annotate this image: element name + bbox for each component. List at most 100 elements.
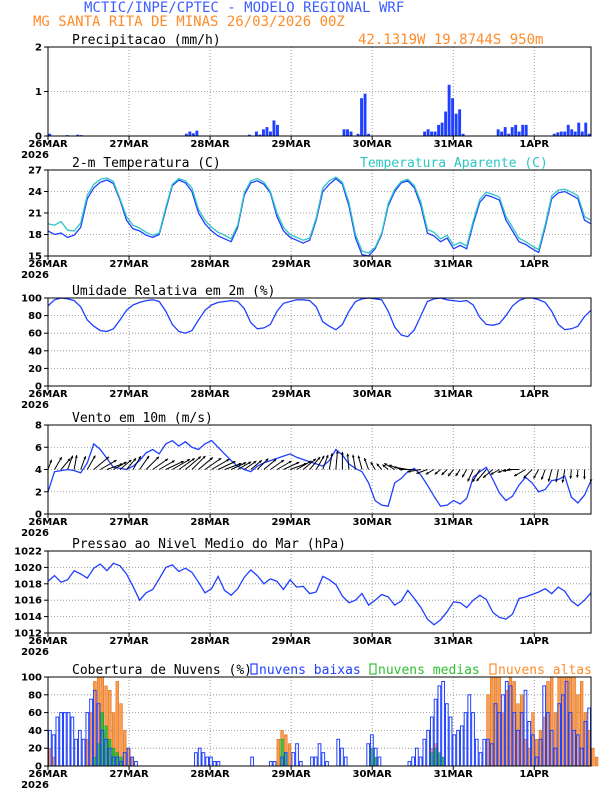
- wind-vector-head: [555, 479, 558, 483]
- wind-vector-head: [197, 456, 201, 460]
- precip-bar: [563, 131, 567, 136]
- wind-vector-head: [243, 462, 247, 465]
- wind-vector-head: [357, 455, 361, 459]
- cloud-bar-nuvens-baixas: [343, 756, 348, 767]
- wind-vector-head: [202, 455, 206, 459]
- wind-vector-head: [561, 479, 565, 483]
- wind-vector-head: [335, 450, 339, 454]
- pres-ytick-label: 1014: [14, 612, 42, 623]
- precip-xtick-label: 29MAR: [271, 139, 311, 150]
- clouds-xtick-label: 31MAR: [434, 769, 474, 780]
- cloud-bar-nuvens-baixas: [448, 716, 453, 767]
- wind-vector: [347, 453, 350, 470]
- wind-vector-head: [533, 475, 537, 479]
- precip-bar: [433, 131, 437, 136]
- pres-xtick-label: 26MAR: [28, 636, 68, 647]
- clouds-xtick-label: 1APR: [519, 769, 549, 780]
- cloud-bar-nuvens-baixas: [134, 761, 138, 767]
- wind-vector-head: [514, 473, 518, 477]
- wind-vector: [283, 461, 300, 470]
- wind-vector-head: [92, 455, 96, 459]
- precip-bar: [587, 133, 591, 136]
- wind-vector-head: [503, 469, 506, 473]
- wind-xtick-label: 29MAR: [271, 517, 311, 528]
- wind-vector: [217, 460, 236, 470]
- temp-xtick-label: 27MAR: [109, 259, 149, 270]
- precip-bar: [556, 132, 560, 136]
- cloud-bar-nuvens-baixas: [336, 738, 341, 767]
- precip-bar: [447, 84, 451, 136]
- pres-xtick-label: 1APR: [519, 636, 549, 647]
- precip-bar: [517, 131, 521, 136]
- precip-bar: [552, 133, 556, 136]
- precip-xtick-label: 31MAR: [434, 139, 474, 150]
- cloud-bar-nuvens-baixas: [291, 752, 296, 767]
- cloud-bar-nuvens-baixas: [194, 752, 198, 767]
- rh-xtick-label: 30MAR: [353, 389, 393, 400]
- precip-xtick-label: 28MAR: [190, 139, 230, 150]
- wind-vector-head: [384, 463, 388, 466]
- precip-frame: [47, 46, 592, 137]
- cloud-legend-label: nuvens medias: [378, 663, 480, 678]
- wind-vector-head: [138, 456, 141, 460]
- wind-vector-head: [123, 461, 127, 465]
- temp-ytick-label: 24: [28, 187, 42, 198]
- precip-bar: [258, 134, 262, 136]
- cloud-bar-nuvens-baixas: [452, 734, 457, 767]
- wind-vector-head: [74, 455, 78, 458]
- wind-vector-head: [490, 472, 494, 475]
- wind-vector: [139, 455, 150, 470]
- wind-vector-head: [547, 478, 551, 482]
- rh-ytick-label: 40: [28, 346, 42, 357]
- precip-bar: [458, 109, 462, 136]
- wind-vector-head: [416, 471, 420, 474]
- wind-vector: [230, 462, 247, 470]
- wind-vector-head: [382, 464, 386, 468]
- cloud-bar-nuvens-baixas: [340, 747, 344, 767]
- wind-vector-head: [187, 459, 191, 462]
- wind-vector-head: [308, 460, 312, 464]
- temp-xtick-label: 29MAR: [271, 259, 311, 270]
- precip-bar: [521, 124, 525, 136]
- wind-vector-head: [191, 458, 195, 462]
- cloud-bar-nuvens-altas: [276, 739, 280, 767]
- cloud-bar-nuvens-baixas: [62, 712, 67, 767]
- precip-bar: [577, 122, 581, 136]
- wind-vector: [165, 460, 184, 470]
- temp-xtick-label: 30MAR: [353, 259, 393, 270]
- precip-xtick-year: 2026: [21, 150, 49, 161]
- wind-vector: [211, 458, 230, 470]
- precip-bar: [423, 131, 427, 136]
- wind-vector-head: [376, 463, 380, 467]
- precip-bar: [503, 127, 507, 136]
- rh-ytick-label: 20: [28, 364, 42, 375]
- cloud-bar-nuvens-baixas: [418, 756, 423, 767]
- wind-vector-head: [59, 457, 62, 461]
- cloud-bar-nuvens-altas: [591, 747, 595, 767]
- precip-bar: [76, 134, 80, 136]
- cloud-bar-nuvens-baixas: [482, 738, 487, 767]
- cloud-bar-nuvens-baixas: [426, 729, 430, 767]
- wind-vector-head: [340, 451, 344, 455]
- wind-vector: [328, 453, 333, 470]
- temp-ytick-label: 15: [28, 252, 42, 263]
- precip-bar: [496, 129, 500, 136]
- rh-xtick-label: 31MAR: [434, 389, 474, 400]
- cloud-bar-nuvens-baixas: [411, 756, 415, 767]
- cloud-bar-nuvens-baixas: [377, 756, 382, 767]
- pres-ytick-label: 1012: [14, 629, 42, 640]
- precip-bar: [356, 133, 360, 136]
- precip-bar: [500, 131, 504, 136]
- pres-ytick-label: 1020: [14, 563, 42, 574]
- wind-vector: [296, 460, 312, 470]
- clouds-xtick-label: 29MAR: [271, 769, 311, 780]
- cloud-bar-nuvens-baixas: [74, 738, 78, 767]
- precip-bar: [451, 98, 455, 136]
- wind-vector-head: [146, 455, 150, 459]
- cloud-bar-nuvens-baixas: [250, 756, 254, 767]
- wind-vector-head: [238, 462, 242, 466]
- wind-vector-head: [265, 458, 269, 462]
- wind-ytick-label: 0: [35, 510, 42, 521]
- rh-title: Umidade Relativa em 2m (%): [72, 284, 276, 299]
- precip-bar: [507, 133, 511, 136]
